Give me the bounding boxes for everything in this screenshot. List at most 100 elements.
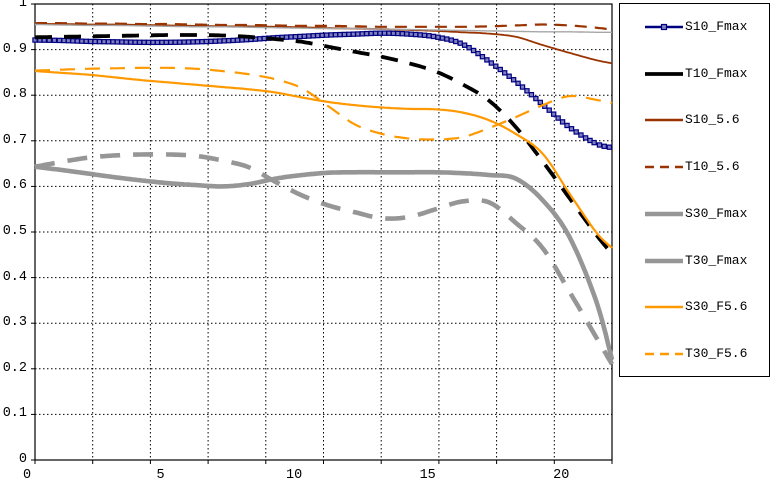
y-axis-tick-label: 0 <box>18 452 27 467</box>
series-marker-S10_Fmax <box>399 30 406 37</box>
series-marker-S10_Fmax <box>221 38 227 44</box>
series-marker-S10_Fmax <box>510 77 517 83</box>
y-axis-tick-label: 0.2 <box>2 360 27 376</box>
series-marker-S10_Fmax <box>70 38 76 44</box>
legend-label: T30_F5.6 <box>685 345 748 361</box>
series-marker-S10_Fmax <box>332 32 339 38</box>
legend-key-S30_F5.6 <box>645 305 683 309</box>
series-marker-S10_Fmax <box>453 38 459 45</box>
series-marker-S10_Fmax <box>519 84 526 90</box>
series-marker-S10_Fmax <box>65 37 72 44</box>
series-marker-S10_Fmax <box>444 36 450 42</box>
series-marker-S10_Fmax <box>582 135 589 141</box>
x-axis-tick-label: 0 <box>22 468 32 483</box>
legend-label: S30_F5.6 <box>685 299 748 315</box>
series-marker-S10_Fmax <box>234 37 241 43</box>
series-marker-S10_Fmax <box>132 39 138 45</box>
series-marker-S10_Fmax <box>381 30 388 36</box>
legend-label: S10_Fmax <box>685 19 748 34</box>
series-marker-S10_Fmax <box>404 31 410 37</box>
series-marker-S10_Fmax <box>181 39 187 45</box>
y-axis-tick-label: 0.5 <box>2 224 27 239</box>
legend-key-S10_5.6 <box>645 119 683 122</box>
series-marker-S10_Fmax <box>493 63 499 69</box>
series-marker-S10_Fmax <box>119 39 125 45</box>
series-marker-S10_Fmax <box>176 39 183 45</box>
legend-label: T10_Fmax <box>685 65 748 81</box>
series-marker-S10_Fmax <box>306 33 312 39</box>
legend: S10_Fmax T10_Fmax S10_5.6 T10_5.6 S30_Fmax T3… <box>619 3 770 377</box>
series-marker-S10_Fmax <box>239 37 245 43</box>
legend-entry-T30_F5.6: T30_F5.6 <box>620 346 769 362</box>
series-marker-S10_Fmax <box>185 39 192 45</box>
series-marker-S10_Fmax <box>550 111 557 117</box>
series-path-T10_5.6 <box>35 22 613 31</box>
legend-key-T30_Fmax <box>645 258 683 263</box>
series-marker-S10_Fmax <box>283 34 290 40</box>
legend-label: S10_5.6 <box>685 112 740 128</box>
series-path-T10_Fmax <box>35 33 614 256</box>
series-marker-S10_Fmax <box>261 35 267 42</box>
y-axis-tick-label: 0.1 <box>2 406 27 422</box>
series-marker-S10_Fmax <box>128 39 134 45</box>
series-marker-S10_Fmax <box>96 38 103 45</box>
x-axis-tick-label: 15 <box>419 468 436 483</box>
series-marker-S10_Fmax <box>506 73 512 79</box>
legend-key-T30_F5.6 <box>645 352 683 356</box>
series-marker-S10_Fmax <box>461 42 468 48</box>
legend-marker-square <box>660 23 668 31</box>
legend-entry-T10_Fmax: T10_Fmax <box>620 66 769 82</box>
series-marker-S10_Fmax <box>208 38 214 45</box>
series-path-unlabeled-thin-gray-line <box>35 23 612 33</box>
series-marker-S10_Fmax <box>546 107 552 113</box>
series-marker-S10_Fmax <box>359 31 365 37</box>
y-axis-tick-label: 0.8 <box>2 87 27 103</box>
series-marker-S10_Fmax <box>578 132 584 138</box>
series-marker-S10_Fmax <box>448 37 454 43</box>
series-marker-S10_Fmax <box>83 38 89 45</box>
legend-label: T30_Fmax <box>685 252 748 268</box>
series-marker-S10_Fmax <box>199 38 205 45</box>
series-marker-S10_Fmax <box>101 38 107 45</box>
series-marker-S10_Fmax <box>51 37 58 44</box>
series-marker-S10_Fmax <box>74 38 80 44</box>
legend-key-S10_Fmax <box>645 23 683 31</box>
series-marker-S10_Fmax <box>466 44 472 51</box>
y-axis-tick-label: 0.7 <box>2 132 27 148</box>
series-marker-S10_Fmax <box>319 32 325 39</box>
series-marker-S10_Fmax <box>346 31 352 38</box>
series-marker-S10_Fmax <box>457 40 463 46</box>
series-marker-S10_Fmax <box>475 50 481 57</box>
series-marker-S10_Fmax <box>315 32 321 39</box>
series-path-S30_F5.6 <box>34 69 613 249</box>
series-marker-S10_Fmax <box>417 32 423 38</box>
y-axis-tick-label: 0.4 <box>2 269 27 285</box>
series-marker-S10_Fmax <box>350 31 357 37</box>
series-marker-S10_Fmax <box>56 37 63 44</box>
series-marker-S10_Fmax <box>439 35 446 41</box>
y-axis-tick-label: 0.6 <box>2 178 27 194</box>
series-marker-S10_Fmax <box>297 33 303 40</box>
series-marker-S10_Fmax <box>323 32 330 38</box>
series-marker-S10_Fmax <box>408 31 414 37</box>
series-marker-S10_Fmax <box>288 34 294 40</box>
series-marker-S10_Fmax <box>470 47 477 54</box>
series-marker-S10_Fmax <box>203 38 210 45</box>
series-marker-S10_Fmax <box>136 39 143 45</box>
series-path-T30_F5.6 <box>34 66 613 141</box>
series-marker-S10_Fmax <box>168 39 174 45</box>
series-marker-S10_Fmax <box>154 39 161 46</box>
series-marker-S10_Fmax <box>150 39 156 46</box>
series-marker-S10_Fmax <box>92 38 98 45</box>
series-marker-S10_Fmax <box>61 37 67 44</box>
series-marker-S10_Fmax <box>363 30 370 37</box>
legend-entry-T10_5.6: T10_5.6 <box>620 159 769 175</box>
series-marker-S10_Fmax <box>145 39 152 46</box>
series-marker-S10_Fmax <box>390 30 397 37</box>
legend-entry-S10_Fmax: S10_Fmax <box>620 19 769 35</box>
series-marker-S10_Fmax <box>372 30 379 36</box>
series-marker-S10_Fmax <box>114 39 121 45</box>
legend-key-S30_Fmax <box>645 211 683 217</box>
